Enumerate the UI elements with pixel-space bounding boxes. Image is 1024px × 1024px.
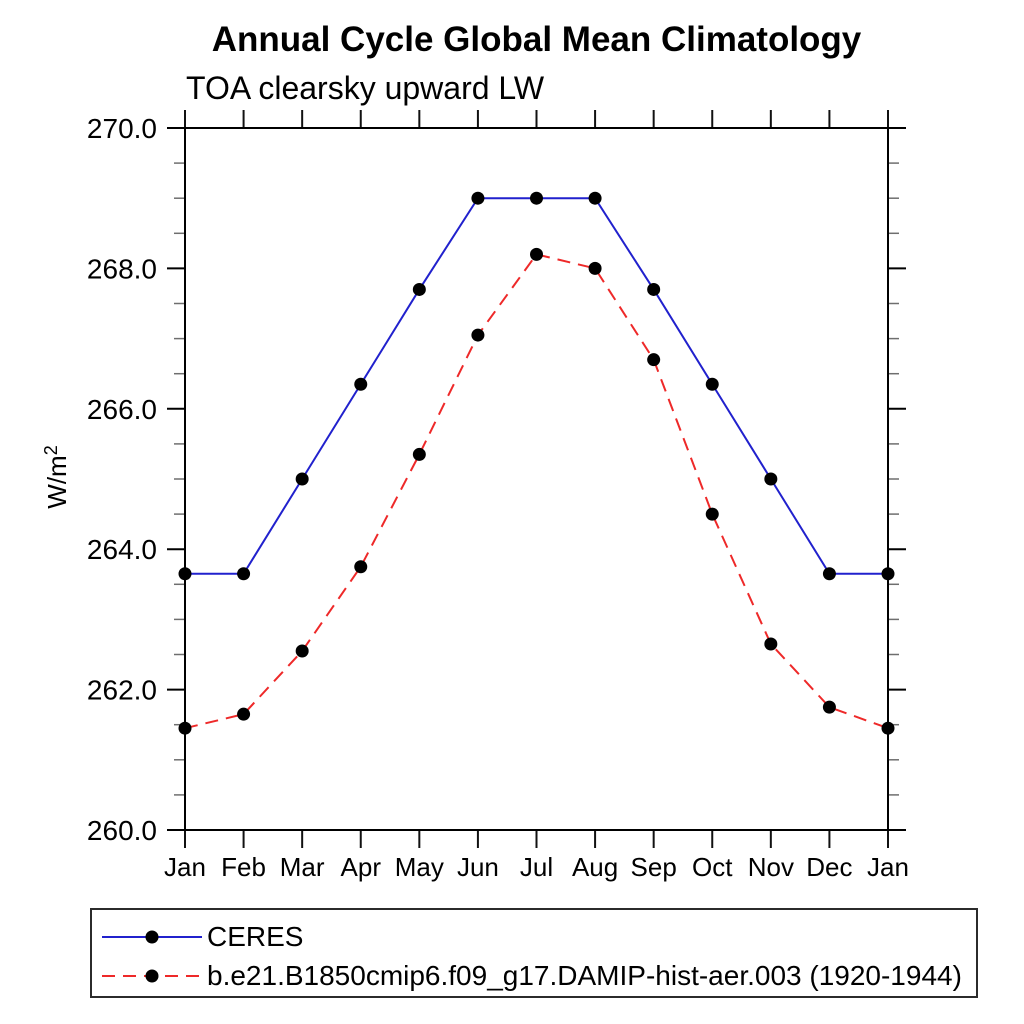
y-tick-label: 270.0 [87,113,157,144]
data-point-model [412,447,426,461]
data-point-model [295,644,309,658]
data-point-model [471,328,485,342]
data-point-ceres [178,567,192,581]
legend-box: CERES b.e21.B1850cmip6.f09_g17.DAMIP-his… [90,908,978,998]
data-point-ceres [354,377,368,391]
x-tick-label: Jan [164,852,206,882]
data-point-model [764,637,778,651]
data-point-ceres [295,472,309,486]
x-tick-label: May [395,852,444,882]
data-point-model [647,353,661,367]
chart-subtitle: TOA clearsky upward LW [186,70,545,106]
data-point-ceres [471,191,485,205]
legend-marker-dot [145,969,159,983]
legend-item-ceres: CERES [97,917,976,957]
x-tick-label: Jun [457,852,499,882]
data-point-model [354,560,368,574]
x-tick-label: Oct [692,852,733,882]
plot-frame [184,127,889,831]
legend-label-ceres: CERES [207,920,304,952]
data-point-ceres [588,191,602,205]
x-tick-label: Feb [221,852,266,882]
legend-line-sample-solid [102,930,202,944]
y-tick-label: 260.0 [87,815,157,846]
x-tick-label: Nov [748,852,794,882]
data-point-model [178,721,192,735]
x-tick-label: Jul [520,852,553,882]
y-tick-label: 268.0 [87,253,157,284]
data-point-ceres [764,472,778,486]
x-tick-label: Dec [806,852,852,882]
data-point-ceres [647,282,661,296]
legend-line-sample-dashed [102,969,202,983]
y-tick-label: 264.0 [87,534,157,565]
data-point-ceres [705,377,719,391]
data-point-model [881,721,895,735]
x-tick-label: Aug [572,852,618,882]
y-tick-label: 266.0 [87,394,157,425]
data-point-ceres [530,191,543,205]
x-tick-label: Sep [631,852,677,882]
data-point-model [588,261,602,275]
data-point-model [705,507,719,521]
data-point-model [237,707,251,721]
series-line-model [184,253,889,730]
legend-label-model: b.e21.B1850cmip6.f09_g17.DAMIP-hist-aer.… [207,960,962,992]
data-point-ceres [412,282,426,296]
data-point-ceres [822,567,836,581]
data-point-model [822,700,836,714]
data-point-model [530,247,543,261]
y-tick-label: 262.0 [87,675,157,706]
x-tick-label: Jan [867,852,909,882]
x-tick-label: Apr [341,852,382,882]
data-point-ceres [881,567,895,581]
data-point-ceres [237,567,251,581]
legend-marker-dot [145,930,159,944]
legend-item-model: b.e21.B1850cmip6.f09_g17.DAMIP-hist-aer.… [97,957,976,997]
chart-title: Annual Cycle Global Mean Climatology [211,20,862,59]
x-tick-label: Mar [280,852,325,882]
